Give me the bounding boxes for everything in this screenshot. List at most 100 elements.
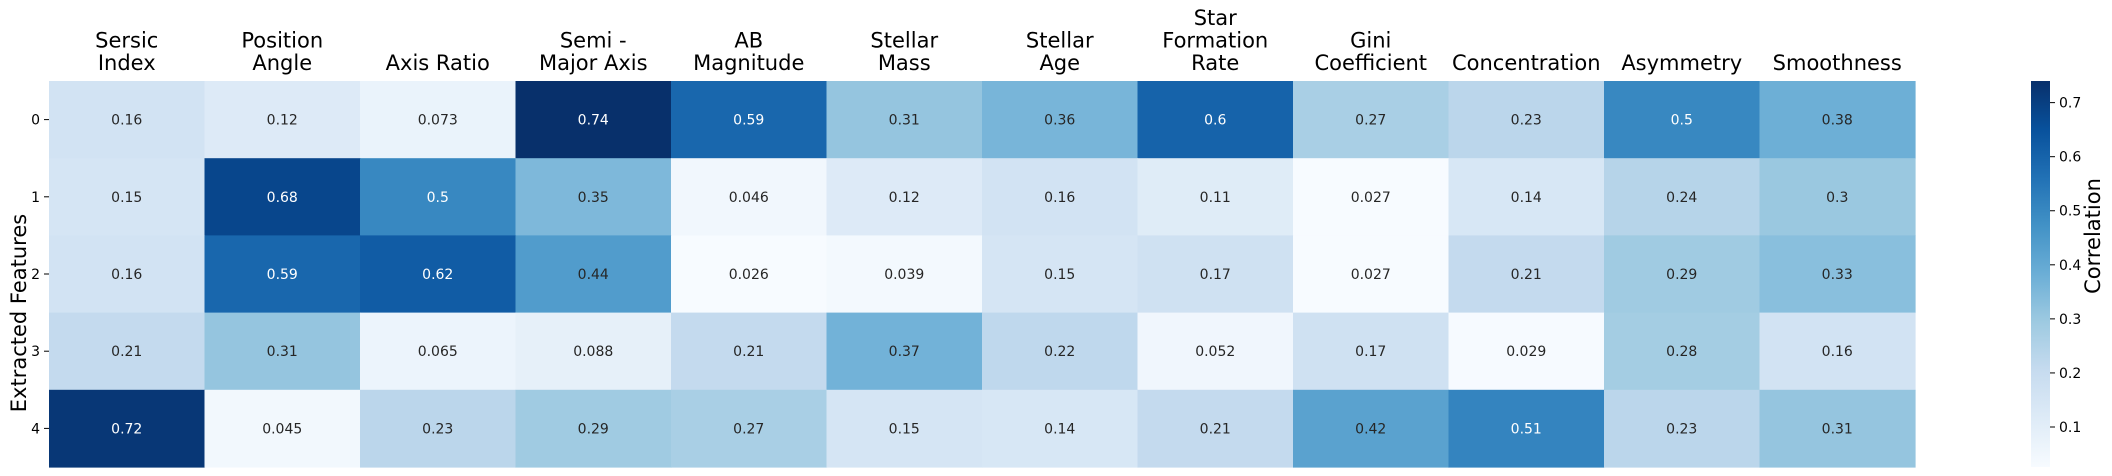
cell-value-label: 0.24 bbox=[1666, 190, 1697, 206]
cell-value-label: 0.065 bbox=[418, 344, 458, 360]
column-label: Asymmetry bbox=[1621, 51, 1742, 75]
heatmap-cells: 0.16 0.12 0.073 0.74 0.59 0.31 0.36 0.6 0.27 0.23… bbox=[49, 81, 1916, 468]
cell-value-label: 0.088 bbox=[573, 344, 613, 360]
cell-value-label: 0.16 bbox=[111, 113, 142, 129]
column-label: Semi -Major Axis bbox=[539, 29, 648, 76]
heatmap-cell bbox=[1448, 235, 1605, 314]
heatmap-cell bbox=[1448, 312, 1605, 391]
heatmap-cell bbox=[360, 81, 517, 159]
cell-value-label: 0.5 bbox=[427, 190, 449, 206]
heatmap-cell bbox=[49, 312, 206, 391]
column-label: Concentration bbox=[1452, 51, 1601, 75]
colorbar-gradient bbox=[2031, 81, 2050, 467]
cell-value-label: 0.21 bbox=[1511, 267, 1542, 283]
cell-value-label: 0.15 bbox=[1044, 267, 1075, 283]
heatmap-cell bbox=[1604, 235, 1761, 314]
column-label: Sersic Index bbox=[95, 29, 158, 76]
colorbar-tick-label: 0.2 bbox=[2059, 366, 2081, 382]
cell-value-label: 0.15 bbox=[889, 421, 920, 437]
row-label: 3 bbox=[31, 344, 40, 360]
heatmap-cell bbox=[360, 312, 517, 391]
cell-value-label: 0.62 bbox=[422, 267, 453, 283]
y-axis-label: Extracted Features bbox=[7, 214, 31, 412]
cell-value-label: 0.073 bbox=[418, 113, 458, 129]
colorbar-tick-label: 0.6 bbox=[2059, 150, 2081, 166]
heatmap-cell bbox=[671, 81, 828, 159]
heatmap-cell bbox=[49, 235, 206, 314]
heatmap-cell bbox=[204, 312, 361, 391]
column-label: Position Angle bbox=[241, 29, 323, 76]
cell-value-label: 0.28 bbox=[1666, 344, 1697, 360]
heatmap-cell bbox=[1759, 81, 1916, 159]
heatmap-cell bbox=[49, 158, 206, 236]
cell-value-label: 0.59 bbox=[267, 267, 298, 283]
heatmap-cell bbox=[1137, 235, 1294, 314]
heatmap-cell bbox=[1137, 81, 1294, 159]
cell-value-label: 0.59 bbox=[733, 113, 764, 129]
column-label: Star Formation Rate bbox=[1162, 6, 1268, 75]
column-label: Stellar Age bbox=[1026, 29, 1094, 76]
heatmap-cell bbox=[204, 235, 361, 314]
heatmap-cell bbox=[1604, 158, 1761, 236]
heatmap-cell bbox=[1137, 389, 1294, 468]
row-label: 0 bbox=[31, 113, 40, 129]
cell-value-label: 0.42 bbox=[1355, 421, 1386, 437]
cell-value-label: 0.21 bbox=[111, 344, 142, 360]
heatmap-cell bbox=[204, 158, 361, 236]
row-label: 2 bbox=[31, 267, 40, 283]
cell-value-label: 0.38 bbox=[1822, 113, 1853, 129]
heatmap-cell bbox=[515, 158, 672, 236]
cell-value-label: 0.31 bbox=[267, 344, 298, 360]
heatmap-cell bbox=[49, 81, 206, 159]
cell-value-label: 0.14 bbox=[1044, 421, 1075, 437]
cell-value-label: 0.029 bbox=[1506, 344, 1546, 360]
heatmap-cell bbox=[515, 81, 672, 159]
heatmap-cell bbox=[982, 389, 1139, 468]
heatmap-cell bbox=[515, 235, 672, 314]
cell-value-label: 0.12 bbox=[889, 190, 920, 206]
colorbar: 0.1 0.2 0.3 0.4 0.5 0.6 0.7 bbox=[2031, 81, 2081, 467]
heatmap-cell bbox=[1293, 158, 1450, 236]
heatmap-cell bbox=[826, 389, 983, 468]
heatmap-cell bbox=[204, 81, 361, 159]
row-label: 1 bbox=[31, 190, 40, 206]
heatmap-cell bbox=[1293, 389, 1450, 468]
cell-value-label: 0.16 bbox=[111, 267, 142, 283]
cell-value-label: 0.27 bbox=[733, 421, 764, 437]
column-labels: Sersic Index Position Angle Axis Ratio Semi -… bbox=[95, 6, 1902, 75]
cell-value-label: 0.17 bbox=[1355, 344, 1386, 360]
heatmap-cell bbox=[1293, 81, 1450, 159]
cell-value-label: 0.6 bbox=[1204, 113, 1226, 129]
heatmap-cell bbox=[1759, 235, 1916, 314]
heatmap-cell bbox=[982, 158, 1139, 236]
cell-value-label: 0.44 bbox=[578, 267, 609, 283]
heatmap-cell bbox=[1137, 312, 1294, 391]
heatmap-cell bbox=[826, 235, 983, 314]
colorbar-label: Correlation bbox=[2081, 178, 2105, 294]
colorbar-tick-label: 0.1 bbox=[2059, 420, 2081, 436]
heatmap-cell bbox=[671, 312, 828, 391]
column-label: Stellar Mass bbox=[870, 29, 938, 76]
colorbar-tick-label: 0.5 bbox=[2059, 204, 2081, 220]
cell-value-label: 0.51 bbox=[1511, 421, 1542, 437]
cell-value-label: 0.12 bbox=[267, 113, 298, 129]
heatmap-cell bbox=[1137, 158, 1294, 236]
cell-value-label: 0.74 bbox=[578, 113, 609, 129]
heatmap-cell bbox=[515, 312, 672, 391]
cell-value-label: 0.11 bbox=[1200, 190, 1231, 206]
heatmap-cell bbox=[1448, 81, 1605, 159]
heatmap-cell bbox=[1604, 389, 1761, 468]
cell-value-label: 0.37 bbox=[889, 344, 920, 360]
heatmap-cell bbox=[671, 389, 828, 468]
cell-value-label: 0.31 bbox=[1822, 421, 1853, 437]
cell-value-label: 0.16 bbox=[1822, 344, 1853, 360]
heatmap-cell bbox=[1448, 158, 1605, 236]
heatmap-cell bbox=[1759, 312, 1916, 391]
heatmap-cell bbox=[1604, 312, 1761, 391]
heatmap-cell bbox=[826, 81, 983, 159]
cell-value-label: 0.35 bbox=[578, 190, 609, 206]
cell-value-label: 0.3 bbox=[1826, 190, 1848, 206]
heatmap-cell bbox=[1448, 389, 1605, 468]
heatmap-cell bbox=[1759, 158, 1916, 236]
